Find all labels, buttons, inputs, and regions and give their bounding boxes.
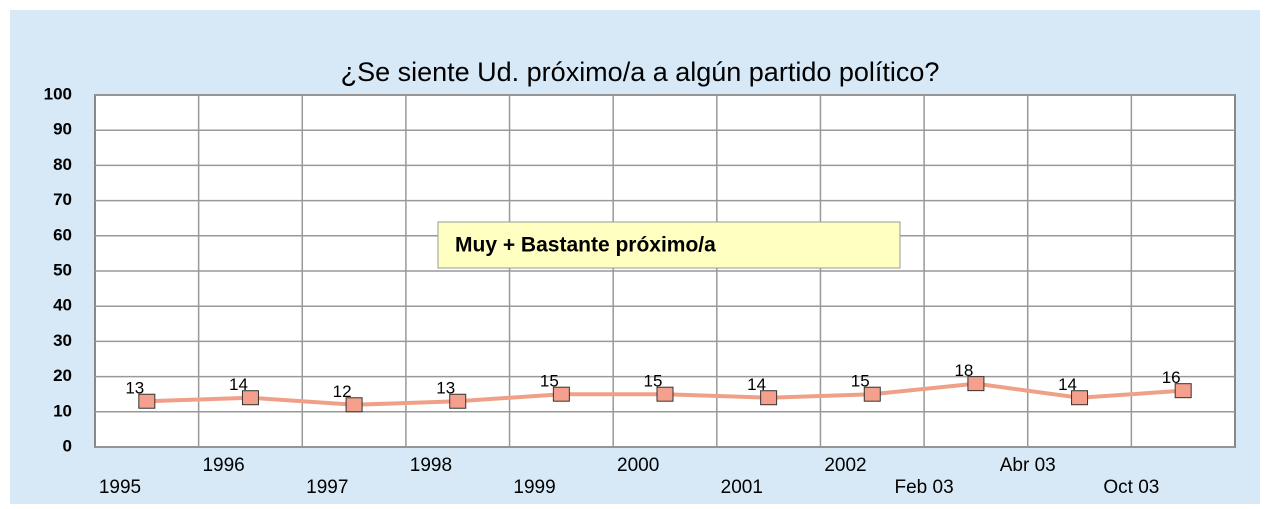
- data-label: 13: [436, 379, 455, 398]
- y-tick-label: 70: [53, 190, 72, 209]
- y-tick-label: 50: [53, 260, 72, 279]
- x-tick-label: 1995: [99, 477, 141, 498]
- x-tick-label: 1996: [202, 455, 244, 476]
- marker: [1071, 390, 1089, 406]
- y-tick-label: 20: [53, 366, 72, 385]
- marker: [345, 397, 363, 413]
- x-tick-label: 2002: [824, 455, 866, 476]
- x-tick-label: Feb 03: [895, 477, 954, 498]
- legend-box: [437, 221, 901, 269]
- y-tick-label: 90: [53, 120, 72, 139]
- x-tick-label: 1998: [410, 455, 452, 476]
- x-tick-label: 1997: [306, 477, 348, 498]
- legend-label: Muy + Bastante próximo/a: [455, 234, 716, 257]
- y-tick-label: 30: [53, 331, 72, 350]
- chart-title: ¿Se siente Ud. próximo/a a algún partido…: [341, 57, 940, 87]
- y-tick-label: 100: [44, 84, 72, 103]
- marker: [863, 386, 881, 402]
- y-tick-label: 10: [53, 401, 72, 420]
- x-tick-label: 1999: [513, 477, 555, 498]
- data-label: 15: [540, 372, 559, 391]
- marker: [138, 393, 156, 409]
- y-tick-label: 80: [53, 155, 72, 174]
- marker: [241, 390, 259, 406]
- x-tick-label: 2000: [617, 455, 659, 476]
- data-label: 14: [229, 375, 248, 394]
- marker: [760, 390, 778, 406]
- data-label: 12: [333, 382, 352, 401]
- y-tick-label: 40: [53, 296, 72, 315]
- data-label: 15: [644, 372, 663, 391]
- marker: [552, 386, 570, 402]
- data-label: 14: [1058, 375, 1077, 394]
- marker: [656, 386, 674, 402]
- marker: [449, 393, 467, 409]
- x-tick-label: Abr 03: [1000, 455, 1056, 476]
- data-label: 14: [747, 375, 766, 394]
- data-label: 13: [125, 379, 144, 398]
- x-tick-label: 2001: [721, 477, 763, 498]
- plot: 0 10 20 30 40 50 60 70 80 90 100 1995 1996 1997 1998 19…: [44, 84, 1235, 498]
- marker: [1174, 383, 1192, 399]
- x-tick-label: Oct 03: [1103, 477, 1159, 498]
- data-label: 18: [954, 361, 973, 380]
- y-tick-label: 60: [53, 225, 72, 244]
- data-label: 15: [851, 372, 870, 391]
- marker: [967, 376, 985, 392]
- y-tick-label: 0: [63, 436, 72, 455]
- data-label: 16: [1162, 368, 1181, 387]
